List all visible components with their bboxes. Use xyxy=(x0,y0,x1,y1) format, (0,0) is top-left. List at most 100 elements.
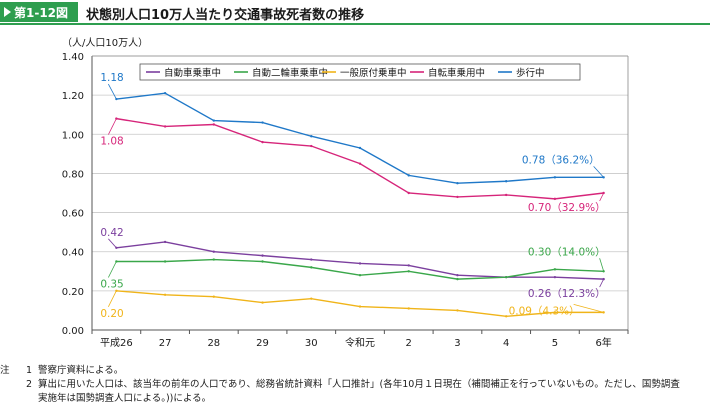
data-point xyxy=(261,254,264,257)
data-point xyxy=(358,274,362,277)
data-point xyxy=(456,277,459,281)
triangle-icon xyxy=(4,7,11,17)
x-tick-label: 28 xyxy=(207,338,220,349)
note-number: 2 xyxy=(25,379,33,390)
data-point xyxy=(310,135,313,138)
data-point xyxy=(553,268,557,271)
data-point xyxy=(163,293,167,296)
y-axis-label: （人/人口10万人） xyxy=(62,37,148,49)
annotation-leader xyxy=(108,83,117,100)
data-point xyxy=(553,176,557,179)
data-point xyxy=(407,264,410,267)
annotation-leader xyxy=(599,278,604,288)
annotation-leader xyxy=(573,303,604,313)
data-point xyxy=(553,275,557,279)
data-point xyxy=(504,193,508,197)
annotation-leader xyxy=(108,290,117,308)
data-point xyxy=(212,295,216,298)
data-point xyxy=(163,91,167,95)
note-text: 実施年は国勢調査人口による。))による。 xyxy=(38,393,212,404)
data-point xyxy=(456,195,459,199)
data-point xyxy=(358,146,362,150)
data-point xyxy=(504,275,508,279)
data-label: 0.30（14.0%） xyxy=(528,246,606,258)
legend-label: 歩行中 xyxy=(516,67,545,79)
notes-head: 注 xyxy=(0,365,10,376)
data-point xyxy=(504,180,508,183)
x-tick-label: 6年 xyxy=(595,336,611,349)
x-tick-label: 令和元 xyxy=(345,336,375,349)
data-label: 1.08 xyxy=(100,136,123,148)
header-divider xyxy=(0,23,710,25)
note-number: 1 xyxy=(25,365,33,376)
data-point xyxy=(407,174,410,177)
data-point xyxy=(310,266,313,269)
data-point xyxy=(212,250,216,253)
x-tick-label: 5 xyxy=(552,338,558,349)
legend-label: 自動車乗車中 xyxy=(164,67,221,79)
y-tick-label: 0.00 xyxy=(62,326,84,337)
data-point xyxy=(310,144,313,148)
annotation-leader xyxy=(108,118,117,135)
line-chart: （人/人口10万人） 0.00 0.20 0.40 0.60 0.80 1.00 1.20 1.… xyxy=(62,37,629,349)
data-point xyxy=(358,162,362,165)
data-point xyxy=(407,307,410,310)
annotation-leader xyxy=(108,238,117,249)
data-label: 0.42 xyxy=(100,227,123,239)
data-point xyxy=(310,258,313,261)
data-label: 0.09（4.3%） xyxy=(509,305,580,317)
note-text: 警察庁資料による。 xyxy=(38,365,124,376)
y-tick-label: 1.00 xyxy=(62,130,84,141)
figure-number-badge: 第1-12図 xyxy=(0,2,78,22)
x-tick-label: 平成26 xyxy=(100,337,133,349)
x-tick-label: 27 xyxy=(159,338,172,349)
y-tick-label: 1.40 xyxy=(62,52,84,63)
data-point xyxy=(261,301,264,304)
data-point xyxy=(261,260,264,263)
data-label: 1.18 xyxy=(100,72,123,84)
note-text: 算出に用いた人口は、該当年の前年の人口であり、総務省統計資料「人口推計」(各年1… xyxy=(38,379,680,390)
data-point xyxy=(456,309,459,312)
legend-label: 自転車乗用中 xyxy=(428,67,485,79)
data-label: 0.78（36.2%） xyxy=(522,154,600,166)
y-tick-label: 0.20 xyxy=(62,287,84,298)
legend-box xyxy=(139,63,581,81)
data-point xyxy=(504,315,508,318)
y-tick-label: 0.80 xyxy=(62,169,84,180)
data-point xyxy=(212,123,216,126)
data-point xyxy=(261,140,264,144)
note-row: 注 1 警察庁資料による。 xyxy=(0,364,710,378)
x-tick-label: 30 xyxy=(305,338,318,349)
data-point xyxy=(212,119,216,122)
annotation-leader xyxy=(593,166,604,178)
x-tick-label: 29 xyxy=(256,338,269,349)
legend-label: 一般原付乗車中 xyxy=(340,67,407,79)
annotation-leader xyxy=(599,258,605,272)
figure-number: 第1-12図 xyxy=(14,5,69,20)
y-tick-label: 1.20 xyxy=(62,91,84,102)
data-point xyxy=(163,260,167,263)
data-point xyxy=(212,258,216,261)
x-tick-label: 2 xyxy=(406,338,412,349)
notes: 注 1 警察庁資料による。 2 算出に用いた人口は、該当年の前年の人口であり、総… xyxy=(0,364,710,406)
data-label: 0.35 xyxy=(100,279,123,291)
note-number xyxy=(20,392,38,406)
data-point xyxy=(553,197,557,201)
note-row: 2 算出に用いた人口は、該当年の前年の人口であり、総務省統計資料「人口推計」(各… xyxy=(0,378,710,392)
y-tick-label: 0.40 xyxy=(62,248,84,259)
series-line-4 xyxy=(116,92,604,184)
y-tick-label: 0.60 xyxy=(62,209,84,220)
data-point xyxy=(407,191,410,195)
data-point xyxy=(358,305,362,308)
data-point xyxy=(163,240,167,244)
annotation-leader xyxy=(108,261,117,278)
figure-title: 状態別人口10万人当たり交通事故死者数の推移 xyxy=(86,8,365,23)
note-row: 実施年は国勢調査人口による。))による。 xyxy=(0,392,710,406)
data-point xyxy=(358,262,362,265)
legend-label: 自動二輪車乗車中 xyxy=(252,67,328,79)
data-point xyxy=(456,182,459,185)
data-label: 0.70（32.9%） xyxy=(528,202,606,214)
data-point xyxy=(163,125,167,128)
data-point xyxy=(456,274,459,277)
data-point xyxy=(407,270,410,273)
